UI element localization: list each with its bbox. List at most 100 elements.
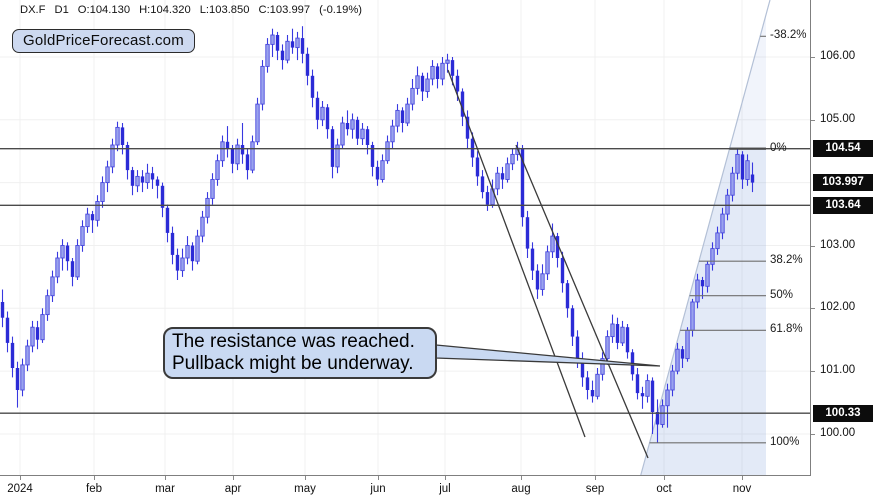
candle-body <box>410 87 415 105</box>
candle-body <box>610 323 615 338</box>
price-tick-label: 102.00 <box>820 301 856 314</box>
candle-body <box>140 176 145 183</box>
candle-body <box>95 201 100 221</box>
time-tick <box>445 476 446 480</box>
candle-body <box>750 174 755 183</box>
candle-body <box>550 235 555 253</box>
candle-body <box>520 148 525 218</box>
candle-body <box>120 127 125 145</box>
price-tick-label: 105.00 <box>820 112 856 125</box>
candle-body <box>180 257 185 272</box>
candle-body <box>0 302 5 318</box>
candle-body <box>85 213 90 228</box>
candle-body <box>65 245 70 262</box>
candle-body <box>315 97 320 120</box>
fib-level-label: 50% <box>770 288 794 301</box>
candle-body <box>335 144 340 168</box>
candle-body <box>465 116 470 139</box>
change-value: (-0.19%) <box>319 4 363 16</box>
candle-body <box>100 182 105 202</box>
candle-body <box>10 342 15 368</box>
fib-level-label: 100% <box>770 435 800 448</box>
month-label: mar <box>155 483 175 495</box>
fib-channel-line <box>640 0 771 475</box>
month-label: aug <box>511 483 531 495</box>
candle-body <box>455 75 460 92</box>
candle-body <box>495 172 500 190</box>
candle-body <box>355 119 360 139</box>
candle-body <box>740 154 745 180</box>
candle-body <box>720 213 725 234</box>
candle-body <box>695 279 700 303</box>
candle-body <box>20 364 25 391</box>
candle-body <box>480 176 485 193</box>
open-value: O:104.130 <box>77 4 131 16</box>
candle-body <box>160 185 165 208</box>
price-badge: 103.997 <box>813 174 873 192</box>
candle-body <box>655 412 660 425</box>
candle-body <box>540 273 545 290</box>
candle-body <box>585 377 590 390</box>
annotation-box: The resistance was reached. Pullback mig… <box>163 327 437 379</box>
price-axis[interactable]: 106.00 105.00 103.00 102.00 101.00 100.00 104.… <box>810 0 875 475</box>
candle-body <box>50 276 55 297</box>
candle-body <box>185 245 190 259</box>
candle-body <box>300 38 305 54</box>
price-tick <box>811 245 815 247</box>
candle-body <box>240 145 245 155</box>
candle-body <box>235 144 240 165</box>
candle-body <box>290 41 295 48</box>
candle-body <box>620 326 625 344</box>
candle-body <box>15 368 20 390</box>
price-tick <box>811 119 815 121</box>
price-badge: 103.64 <box>813 196 873 214</box>
candle-body <box>710 248 715 265</box>
candle-body <box>435 66 440 79</box>
candle-body <box>5 317 10 343</box>
candle-body <box>375 166 380 180</box>
close-value: C:103.997 <box>258 4 311 16</box>
candle-body <box>390 125 395 143</box>
candle-body <box>320 106 325 121</box>
price-tick-label: 103.00 <box>820 238 856 251</box>
candle-body <box>255 103 260 143</box>
price-tick <box>811 371 815 373</box>
time-tick <box>595 476 596 480</box>
month-label: jun <box>370 483 386 495</box>
candle-body <box>230 148 235 164</box>
candle-body <box>60 245 65 259</box>
candle-body <box>460 91 465 117</box>
watermark-badge: GoldPriceForecast.com <box>12 29 195 53</box>
price-badge: 100.33 <box>813 404 873 422</box>
fib-level-label: 0% <box>770 141 787 154</box>
candle-body <box>210 179 215 199</box>
price-tick <box>811 434 815 435</box>
candle-body <box>135 175 140 187</box>
month-label: apr <box>224 483 242 495</box>
candle-body <box>510 153 515 165</box>
candle-body <box>625 327 630 353</box>
candle-body <box>55 257 60 278</box>
candle-body <box>75 245 80 278</box>
candle-body <box>745 160 750 180</box>
time-axis[interactable]: 2024 feb mar apr may jun jul aug sep oct nov <box>0 475 811 500</box>
candle-body <box>250 141 255 171</box>
month-label: oct <box>656 483 672 495</box>
ohlc-header: DX.F D1 O:104.130 H:104.320 L:103.850 C:103.9… <box>20 4 371 16</box>
candle-body <box>30 326 35 347</box>
candle-body <box>150 173 155 180</box>
candle-body <box>385 141 390 162</box>
candle-body <box>430 65 435 80</box>
candle-body <box>700 280 705 287</box>
candle-body <box>605 336 610 360</box>
price-badge: 104.54 <box>813 140 873 158</box>
candle-body <box>730 172 735 196</box>
price-tick <box>811 308 815 310</box>
candle-body <box>405 103 410 124</box>
candle-body <box>280 50 285 61</box>
candle-body <box>690 301 695 331</box>
chart-canvas[interactable] <box>0 0 810 475</box>
candle-body <box>80 226 85 246</box>
candle-body <box>555 236 560 258</box>
